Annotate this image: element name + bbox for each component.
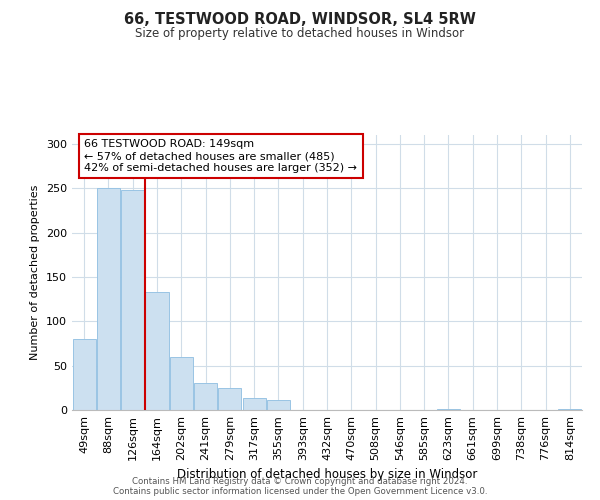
Text: Contains HM Land Registry data © Crown copyright and database right 2024.: Contains HM Land Registry data © Crown c… bbox=[132, 477, 468, 486]
Bar bbox=[170, 357, 193, 410]
Bar bbox=[267, 400, 290, 410]
Bar bbox=[437, 409, 460, 410]
Bar bbox=[242, 398, 266, 410]
Bar bbox=[121, 190, 144, 410]
Text: Size of property relative to detached houses in Windsor: Size of property relative to detached ho… bbox=[136, 28, 464, 40]
Y-axis label: Number of detached properties: Number of detached properties bbox=[31, 185, 40, 360]
Text: 66 TESTWOOD ROAD: 149sqm
← 57% of detached houses are smaller (485)
42% of semi-: 66 TESTWOOD ROAD: 149sqm ← 57% of detach… bbox=[85, 140, 358, 172]
Bar bbox=[97, 188, 120, 410]
Text: 66, TESTWOOD ROAD, WINDSOR, SL4 5RW: 66, TESTWOOD ROAD, WINDSOR, SL4 5RW bbox=[124, 12, 476, 28]
Bar bbox=[145, 292, 169, 410]
Bar bbox=[194, 384, 217, 410]
X-axis label: Distribution of detached houses by size in Windsor: Distribution of detached houses by size … bbox=[177, 468, 477, 481]
Bar bbox=[559, 409, 581, 410]
Bar bbox=[73, 339, 95, 410]
Text: Contains public sector information licensed under the Open Government Licence v3: Contains public sector information licen… bbox=[113, 487, 487, 496]
Bar bbox=[218, 388, 241, 410]
